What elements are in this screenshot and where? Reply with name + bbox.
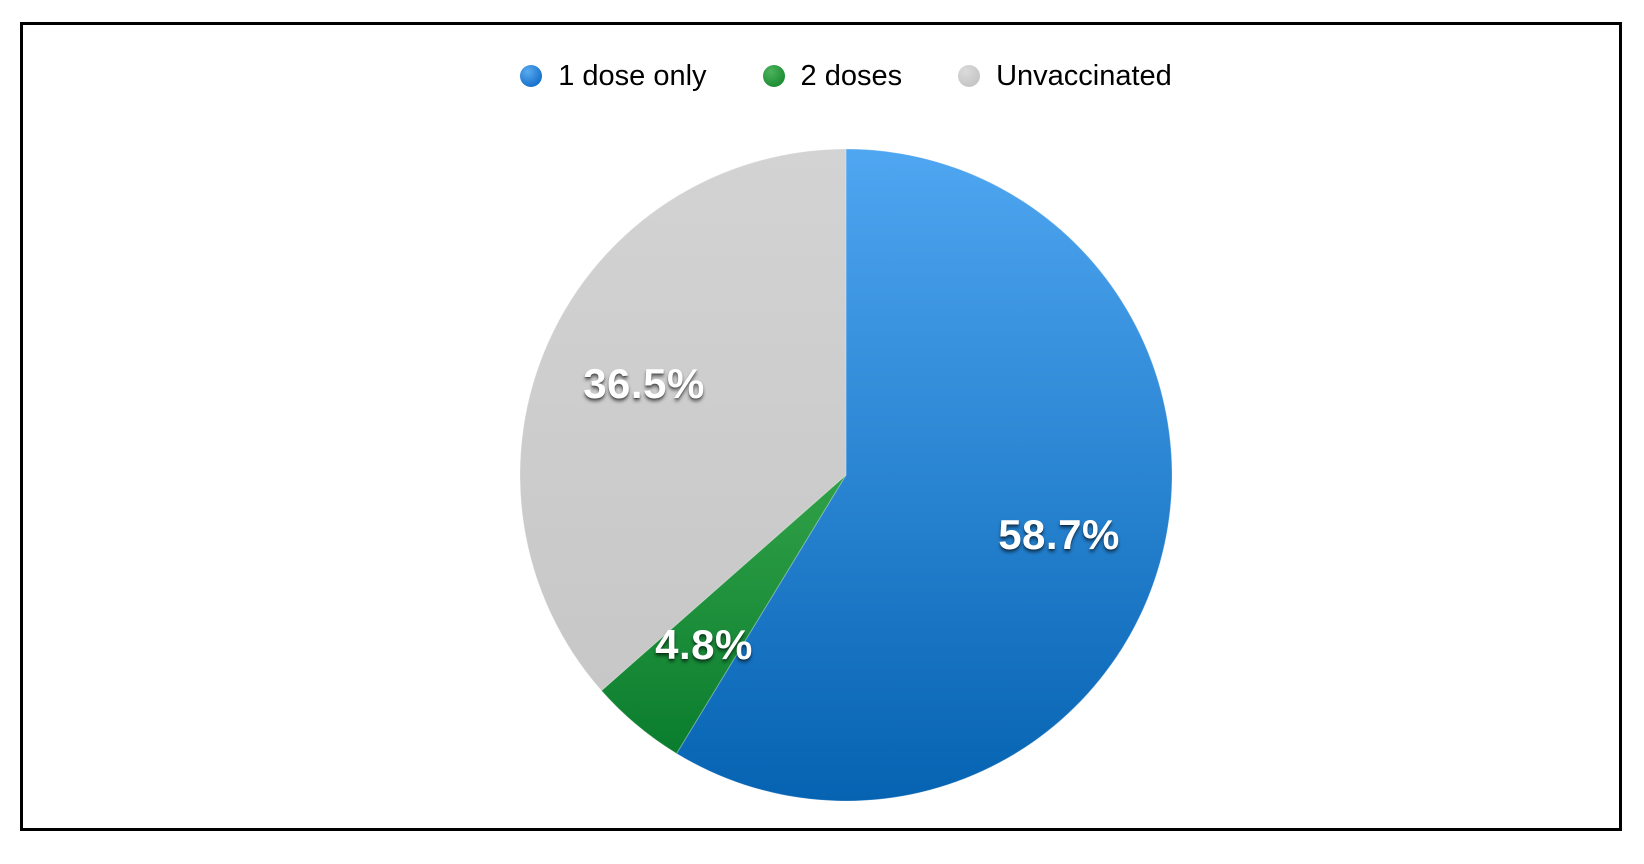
chart-border-frame [20, 22, 1622, 831]
chart-legend: 1 dose only 2 doses Unvaccinated [520, 54, 1172, 98]
pie-chart: 58.7% 4.8% 36.5% [520, 149, 1172, 801]
legend-item-unvaccinated: Unvaccinated [958, 59, 1172, 92]
legend-label: 2 doses [800, 59, 903, 92]
legend-label: 1 dose only [558, 59, 707, 92]
pie-slice-1-dose-only [675, 149, 1172, 801]
legend-swatch-icon [520, 65, 543, 87]
pie-slice-unvaccinated [520, 149, 847, 692]
legend-item-2-doses: 2 doses [762, 59, 903, 92]
legend-item-1-dose-only: 1 dose only [520, 59, 707, 92]
slice-value-label: 36.5% [583, 360, 705, 407]
legend-swatch-icon [762, 65, 785, 87]
pie-slice-2-doses [600, 474, 847, 755]
slice-value-label: 58.7% [998, 511, 1120, 558]
legend-swatch-icon [958, 65, 981, 87]
legend-label: Unvaccinated [996, 59, 1172, 92]
slice-value-label: 4.8% [655, 621, 753, 668]
